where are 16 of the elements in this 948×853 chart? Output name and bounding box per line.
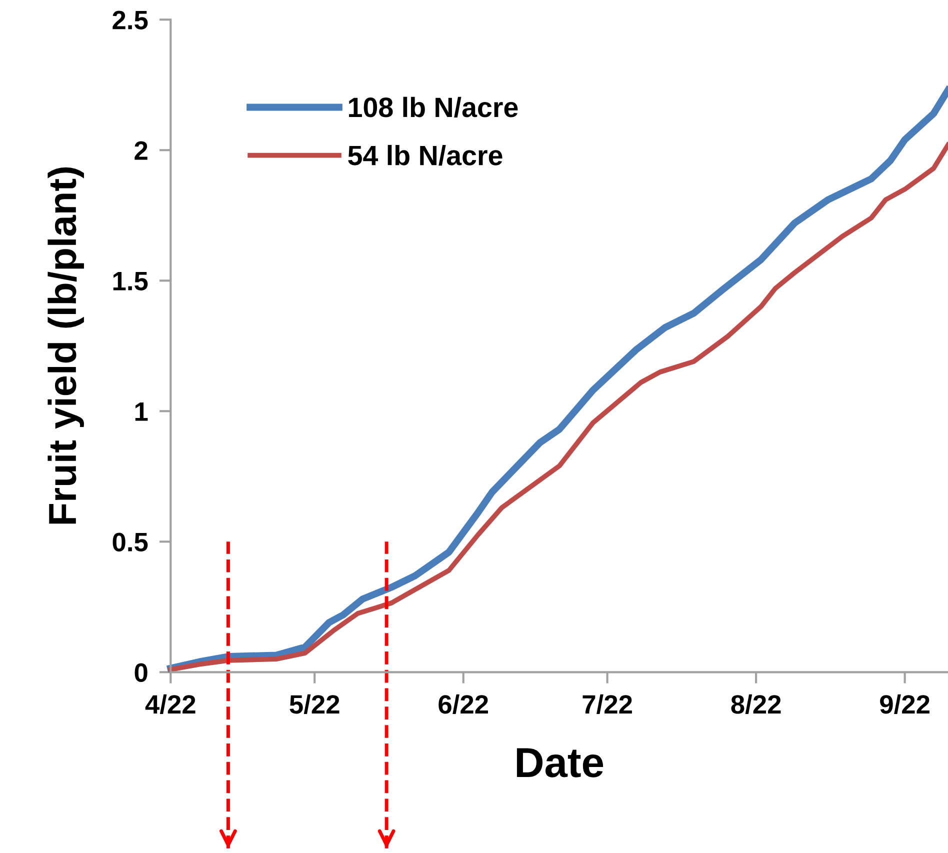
x-tick-label: 8/22 xyxy=(731,694,781,714)
x-tick-label: 6/22 xyxy=(438,694,488,714)
y-axis-title: Fruit yield (lb/plant) xyxy=(48,167,84,524)
x-tick-label: 5/22 xyxy=(290,694,340,714)
x-axis-title: Date xyxy=(516,748,604,778)
x-tick-label: 7/22 xyxy=(582,694,632,714)
legend-label: 108 lb N/acre xyxy=(349,96,518,118)
legend-label: 54 lb N/acre xyxy=(348,144,502,166)
y-tick-label: 1 xyxy=(135,402,148,421)
y-tick-label: 2 xyxy=(134,141,148,160)
y-tick-label: 0 xyxy=(134,663,148,682)
y-tick-label: 2.5 xyxy=(112,10,148,30)
x-tick-label: 9/22 xyxy=(880,694,930,714)
y-tick-label: 1.5 xyxy=(113,272,148,290)
y-tick-label: 0.5 xyxy=(112,532,148,552)
x-tick-label: 4/22 xyxy=(145,694,196,714)
